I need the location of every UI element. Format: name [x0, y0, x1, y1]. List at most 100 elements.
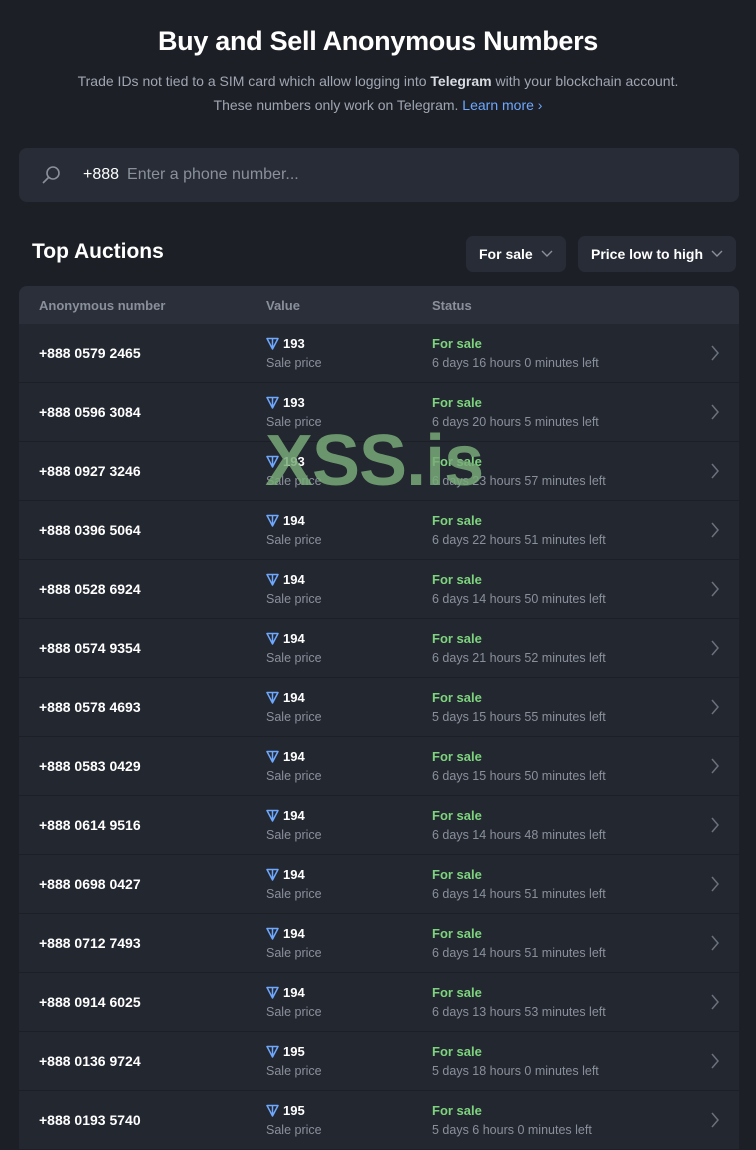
- ton-icon: [266, 1104, 279, 1117]
- table-row[interactable]: +888 0914 6025 194 Sale price For sale 6…: [19, 973, 739, 1032]
- chevron-right-icon[interactable]: [711, 1053, 719, 1069]
- table-row[interactable]: +888 0396 5064 194 Sale price For sale 6…: [19, 501, 739, 560]
- search-bar[interactable]: +888: [19, 148, 739, 202]
- table-row[interactable]: +888 0712 7493 194 Sale price For sale 6…: [19, 914, 739, 973]
- status-badge: For sale: [432, 808, 482, 823]
- table-row[interactable]: +888 0574 9354 194 Sale price For sale 6…: [19, 619, 739, 678]
- price-value: 194: [283, 749, 305, 764]
- desc-bold: Telegram: [430, 73, 492, 89]
- time-left: 6 days 21 hours 52 minutes left: [432, 651, 606, 665]
- column-value[interactable]: Value: [266, 297, 300, 313]
- price: 193: [266, 395, 305, 410]
- phone-search-input[interactable]: [127, 166, 688, 184]
- column-number[interactable]: Anonymous number: [39, 297, 166, 313]
- chevron-right-icon[interactable]: [711, 817, 719, 833]
- status-badge: For sale: [432, 572, 482, 587]
- price-value: 194: [283, 690, 305, 705]
- status-badge: For sale: [432, 336, 482, 351]
- filter-label: For sale: [479, 246, 533, 262]
- price: 194: [266, 749, 305, 764]
- description: Trade IDs not tied to a SIM card which a…: [0, 69, 756, 117]
- table-row[interactable]: +888 0614 9516 194 Sale price For sale 6…: [19, 796, 739, 855]
- chevron-right-icon[interactable]: [711, 581, 719, 597]
- time-left: 6 days 23 hours 57 minutes left: [432, 474, 606, 488]
- table-row[interactable]: +888 0927 3246 193 Sale price For sale 6…: [19, 442, 739, 501]
- table-row[interactable]: +888 0698 0427 194 Sale price For sale 6…: [19, 855, 739, 914]
- phone-number: +888 0579 2465: [39, 345, 141, 361]
- chevron-right-icon[interactable]: [711, 404, 719, 420]
- price-label: Sale price: [266, 887, 322, 901]
- chevron-right-icon[interactable]: [711, 699, 719, 715]
- price-value: 195: [283, 1103, 305, 1118]
- ton-icon: [266, 632, 279, 645]
- price: 195: [266, 1044, 305, 1059]
- price: 195: [266, 1103, 305, 1118]
- time-left: 6 days 15 hours 50 minutes left: [432, 769, 606, 783]
- ton-icon: [266, 337, 279, 350]
- ton-icon: [266, 809, 279, 822]
- price-label: Sale price: [266, 533, 322, 547]
- status-badge: For sale: [432, 749, 482, 764]
- chevron-right-icon[interactable]: [711, 463, 719, 479]
- phone-number: +888 0583 0429: [39, 758, 141, 774]
- table-row[interactable]: +888 0136 9724 195 Sale price For sale 5…: [19, 1032, 739, 1091]
- status-badge: For sale: [432, 690, 482, 705]
- table-row[interactable]: +888 0193 5740 195 Sale price For sale 5…: [19, 1091, 739, 1150]
- learn-more-link[interactable]: Learn more ›: [462, 97, 543, 113]
- chevron-right-icon[interactable]: [711, 640, 719, 656]
- price-label: Sale price: [266, 415, 322, 429]
- price-label: Sale price: [266, 828, 322, 842]
- ton-icon: [266, 396, 279, 409]
- phone-number: +888 0596 3084: [39, 404, 141, 420]
- price: 193: [266, 336, 305, 351]
- time-left: 6 days 20 hours 5 minutes left: [432, 415, 599, 429]
- sort-dropdown[interactable]: Price low to high: [578, 236, 737, 272]
- status-badge: For sale: [432, 631, 482, 646]
- price-label: Sale price: [266, 1123, 322, 1137]
- price-label: Sale price: [266, 651, 322, 665]
- price-label: Sale price: [266, 1005, 322, 1019]
- chevron-right-icon[interactable]: [711, 1112, 719, 1128]
- price: 194: [266, 513, 305, 528]
- table-row[interactable]: +888 0583 0429 194 Sale price For sale 6…: [19, 737, 739, 796]
- price-value: 194: [283, 572, 305, 587]
- status-badge: For sale: [432, 1103, 482, 1118]
- chevron-right-icon[interactable]: [711, 994, 719, 1010]
- price-value: 194: [283, 808, 305, 823]
- phone-number: +888 0927 3246: [39, 463, 141, 479]
- chevron-down-icon: [541, 250, 553, 257]
- price-value: 194: [283, 631, 305, 646]
- desc-line2: These numbers only work on Telegram.: [213, 97, 463, 113]
- table-row[interactable]: +888 0579 2465 193 Sale price For sale 6…: [19, 324, 739, 383]
- chevron-right-icon[interactable]: [711, 935, 719, 951]
- time-left: 6 days 14 hours 50 minutes left: [432, 592, 606, 606]
- status-badge: For sale: [432, 513, 482, 528]
- status-badge: For sale: [432, 1044, 482, 1059]
- sort-label: Price low to high: [591, 246, 704, 262]
- phone-number: +888 0712 7493: [39, 935, 141, 951]
- table-row[interactable]: +888 0596 3084 193 Sale price For sale 6…: [19, 383, 739, 442]
- chevron-right-icon[interactable]: [711, 876, 719, 892]
- column-status[interactable]: Status: [432, 297, 472, 313]
- ton-icon: [266, 514, 279, 527]
- time-left: 6 days 14 hours 51 minutes left: [432, 946, 606, 960]
- time-left: 5 days 18 hours 0 minutes left: [432, 1064, 599, 1078]
- status-badge: For sale: [432, 985, 482, 1000]
- price-value: 193: [283, 395, 305, 410]
- table-row[interactable]: +888 0528 6924 194 Sale price For sale 6…: [19, 560, 739, 619]
- filter-dropdown[interactable]: For sale: [466, 236, 566, 272]
- desc-text-end: with your blockchain account.: [491, 73, 679, 89]
- chevron-right-icon[interactable]: [711, 758, 719, 774]
- chevron-right-icon[interactable]: [711, 345, 719, 361]
- chevron-right-icon[interactable]: [711, 522, 719, 538]
- price-label: Sale price: [266, 592, 322, 606]
- table-row[interactable]: +888 0578 4693 194 Sale price For sale 5…: [19, 678, 739, 737]
- phone-number: +888 0396 5064: [39, 522, 141, 538]
- phone-number: +888 0914 6025: [39, 994, 141, 1010]
- auctions-table: Anonymous number Value Status +888 0579 …: [19, 286, 739, 1150]
- price: 194: [266, 631, 305, 646]
- status-badge: For sale: [432, 454, 482, 469]
- price-label: Sale price: [266, 769, 322, 783]
- price-label: Sale price: [266, 946, 322, 960]
- time-left: 5 days 15 hours 55 minutes left: [432, 710, 606, 724]
